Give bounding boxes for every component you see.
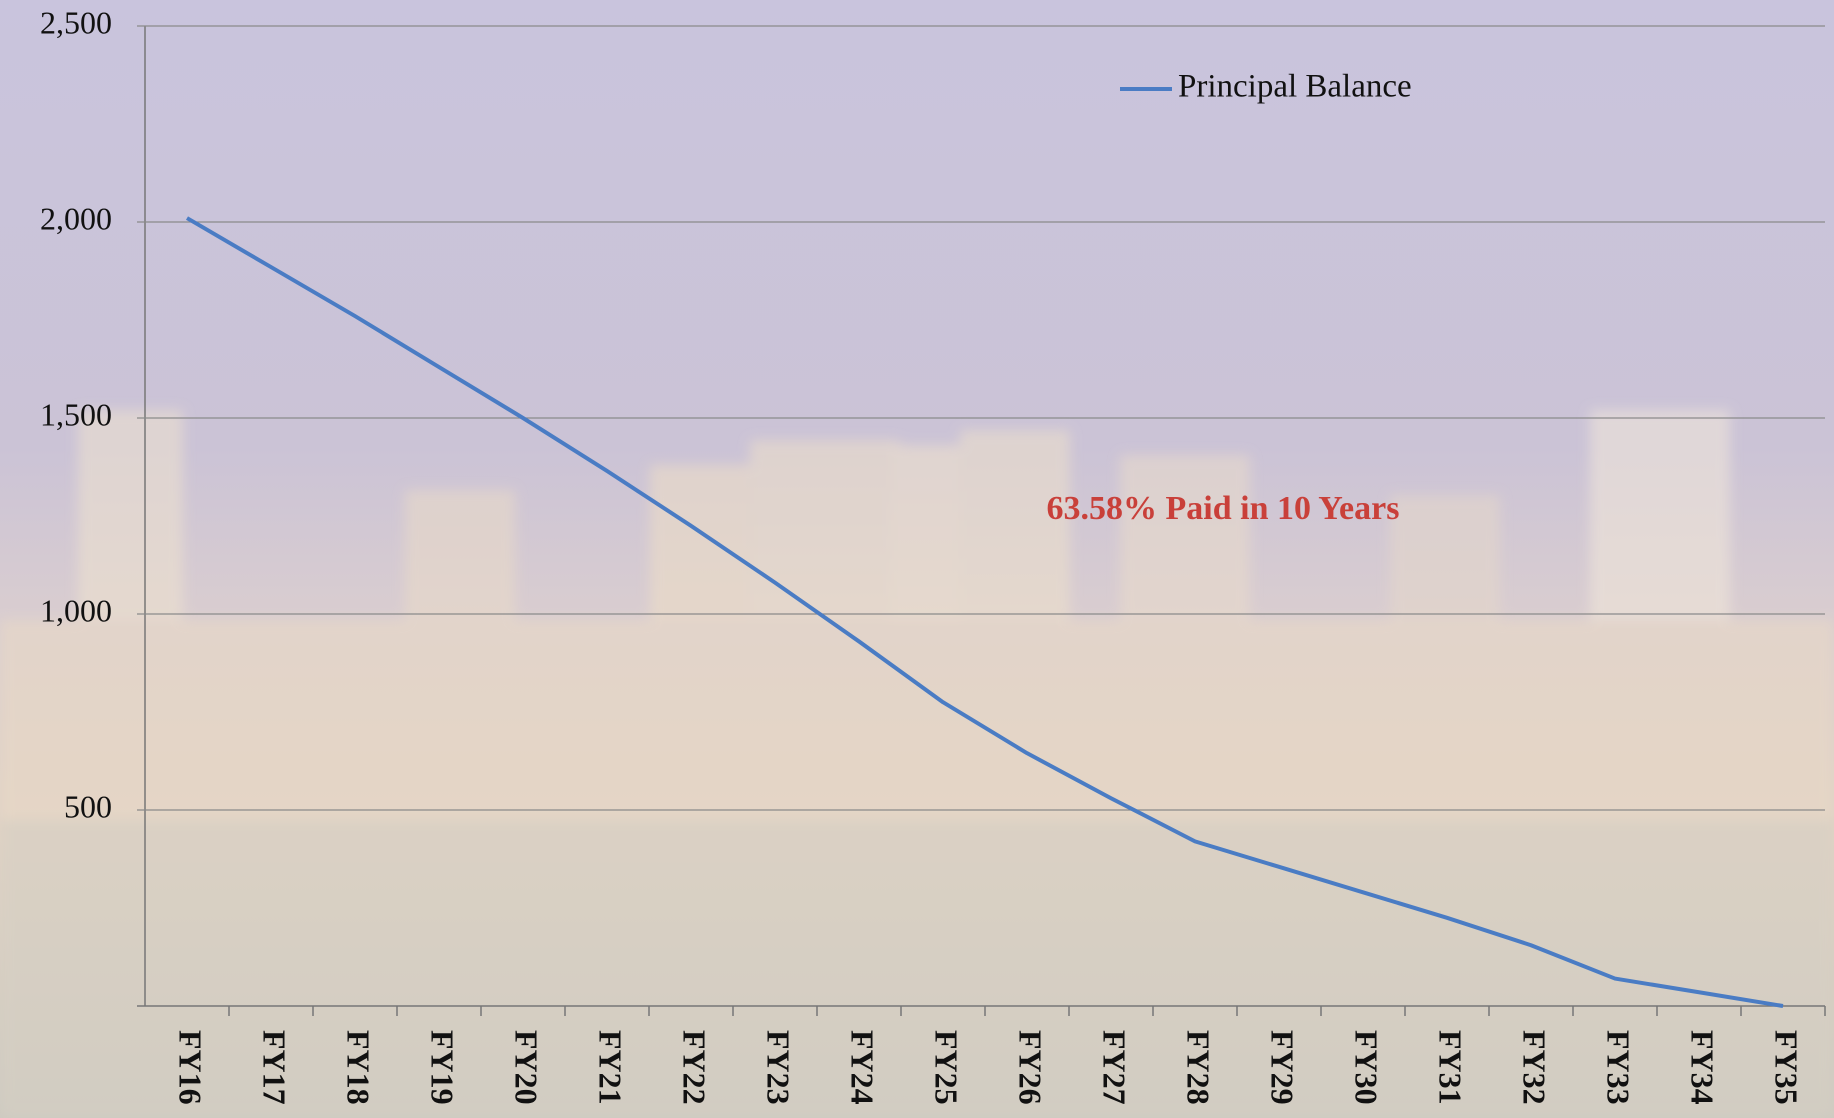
city-silhouette bbox=[0, 410, 1834, 1118]
x-tick-label: FY17 bbox=[257, 1030, 293, 1105]
x-tick-label: FY29 bbox=[1265, 1030, 1301, 1105]
x-tick-label: FY31 bbox=[1433, 1030, 1469, 1105]
x-tick-label: FY23 bbox=[761, 1030, 797, 1105]
x-tick-label: FY22 bbox=[677, 1030, 713, 1105]
x-tick-label: FY21 bbox=[593, 1030, 629, 1105]
y-tick-label: 2,500 bbox=[40, 4, 112, 40]
x-tick-label: FY24 bbox=[845, 1030, 881, 1105]
y-tick-label: 1,000 bbox=[40, 592, 112, 628]
x-tick-label: FY25 bbox=[929, 1030, 965, 1105]
x-tick-label: FY33 bbox=[1601, 1030, 1637, 1105]
y-tick-label: 500 bbox=[64, 788, 112, 824]
line-series bbox=[185, 216, 1784, 1008]
x-tick-label: FY35 bbox=[1769, 1030, 1805, 1105]
x-tick-label: FY27 bbox=[1097, 1030, 1133, 1105]
y-tick-label: 2,000 bbox=[40, 200, 112, 236]
x-tick-label: FY26 bbox=[1013, 1030, 1049, 1105]
x-tick-label: FY32 bbox=[1517, 1030, 1553, 1105]
x-tick-label: FY34 bbox=[1685, 1030, 1721, 1105]
x-tick-label: FY19 bbox=[425, 1030, 461, 1105]
x-tick-label: FY28 bbox=[1181, 1030, 1217, 1105]
x-tick-label: FY16 bbox=[173, 1030, 209, 1105]
legend-label: Principal Balance bbox=[1178, 69, 1412, 105]
x-tick-label: FY30 bbox=[1349, 1030, 1385, 1105]
x-tick-label: FY20 bbox=[509, 1030, 545, 1105]
x-tick-label: FY18 bbox=[341, 1030, 377, 1105]
y-tick-label: 1,500 bbox=[40, 396, 112, 432]
annotation: 63.58% Paid in 10 Years bbox=[1047, 490, 1400, 527]
